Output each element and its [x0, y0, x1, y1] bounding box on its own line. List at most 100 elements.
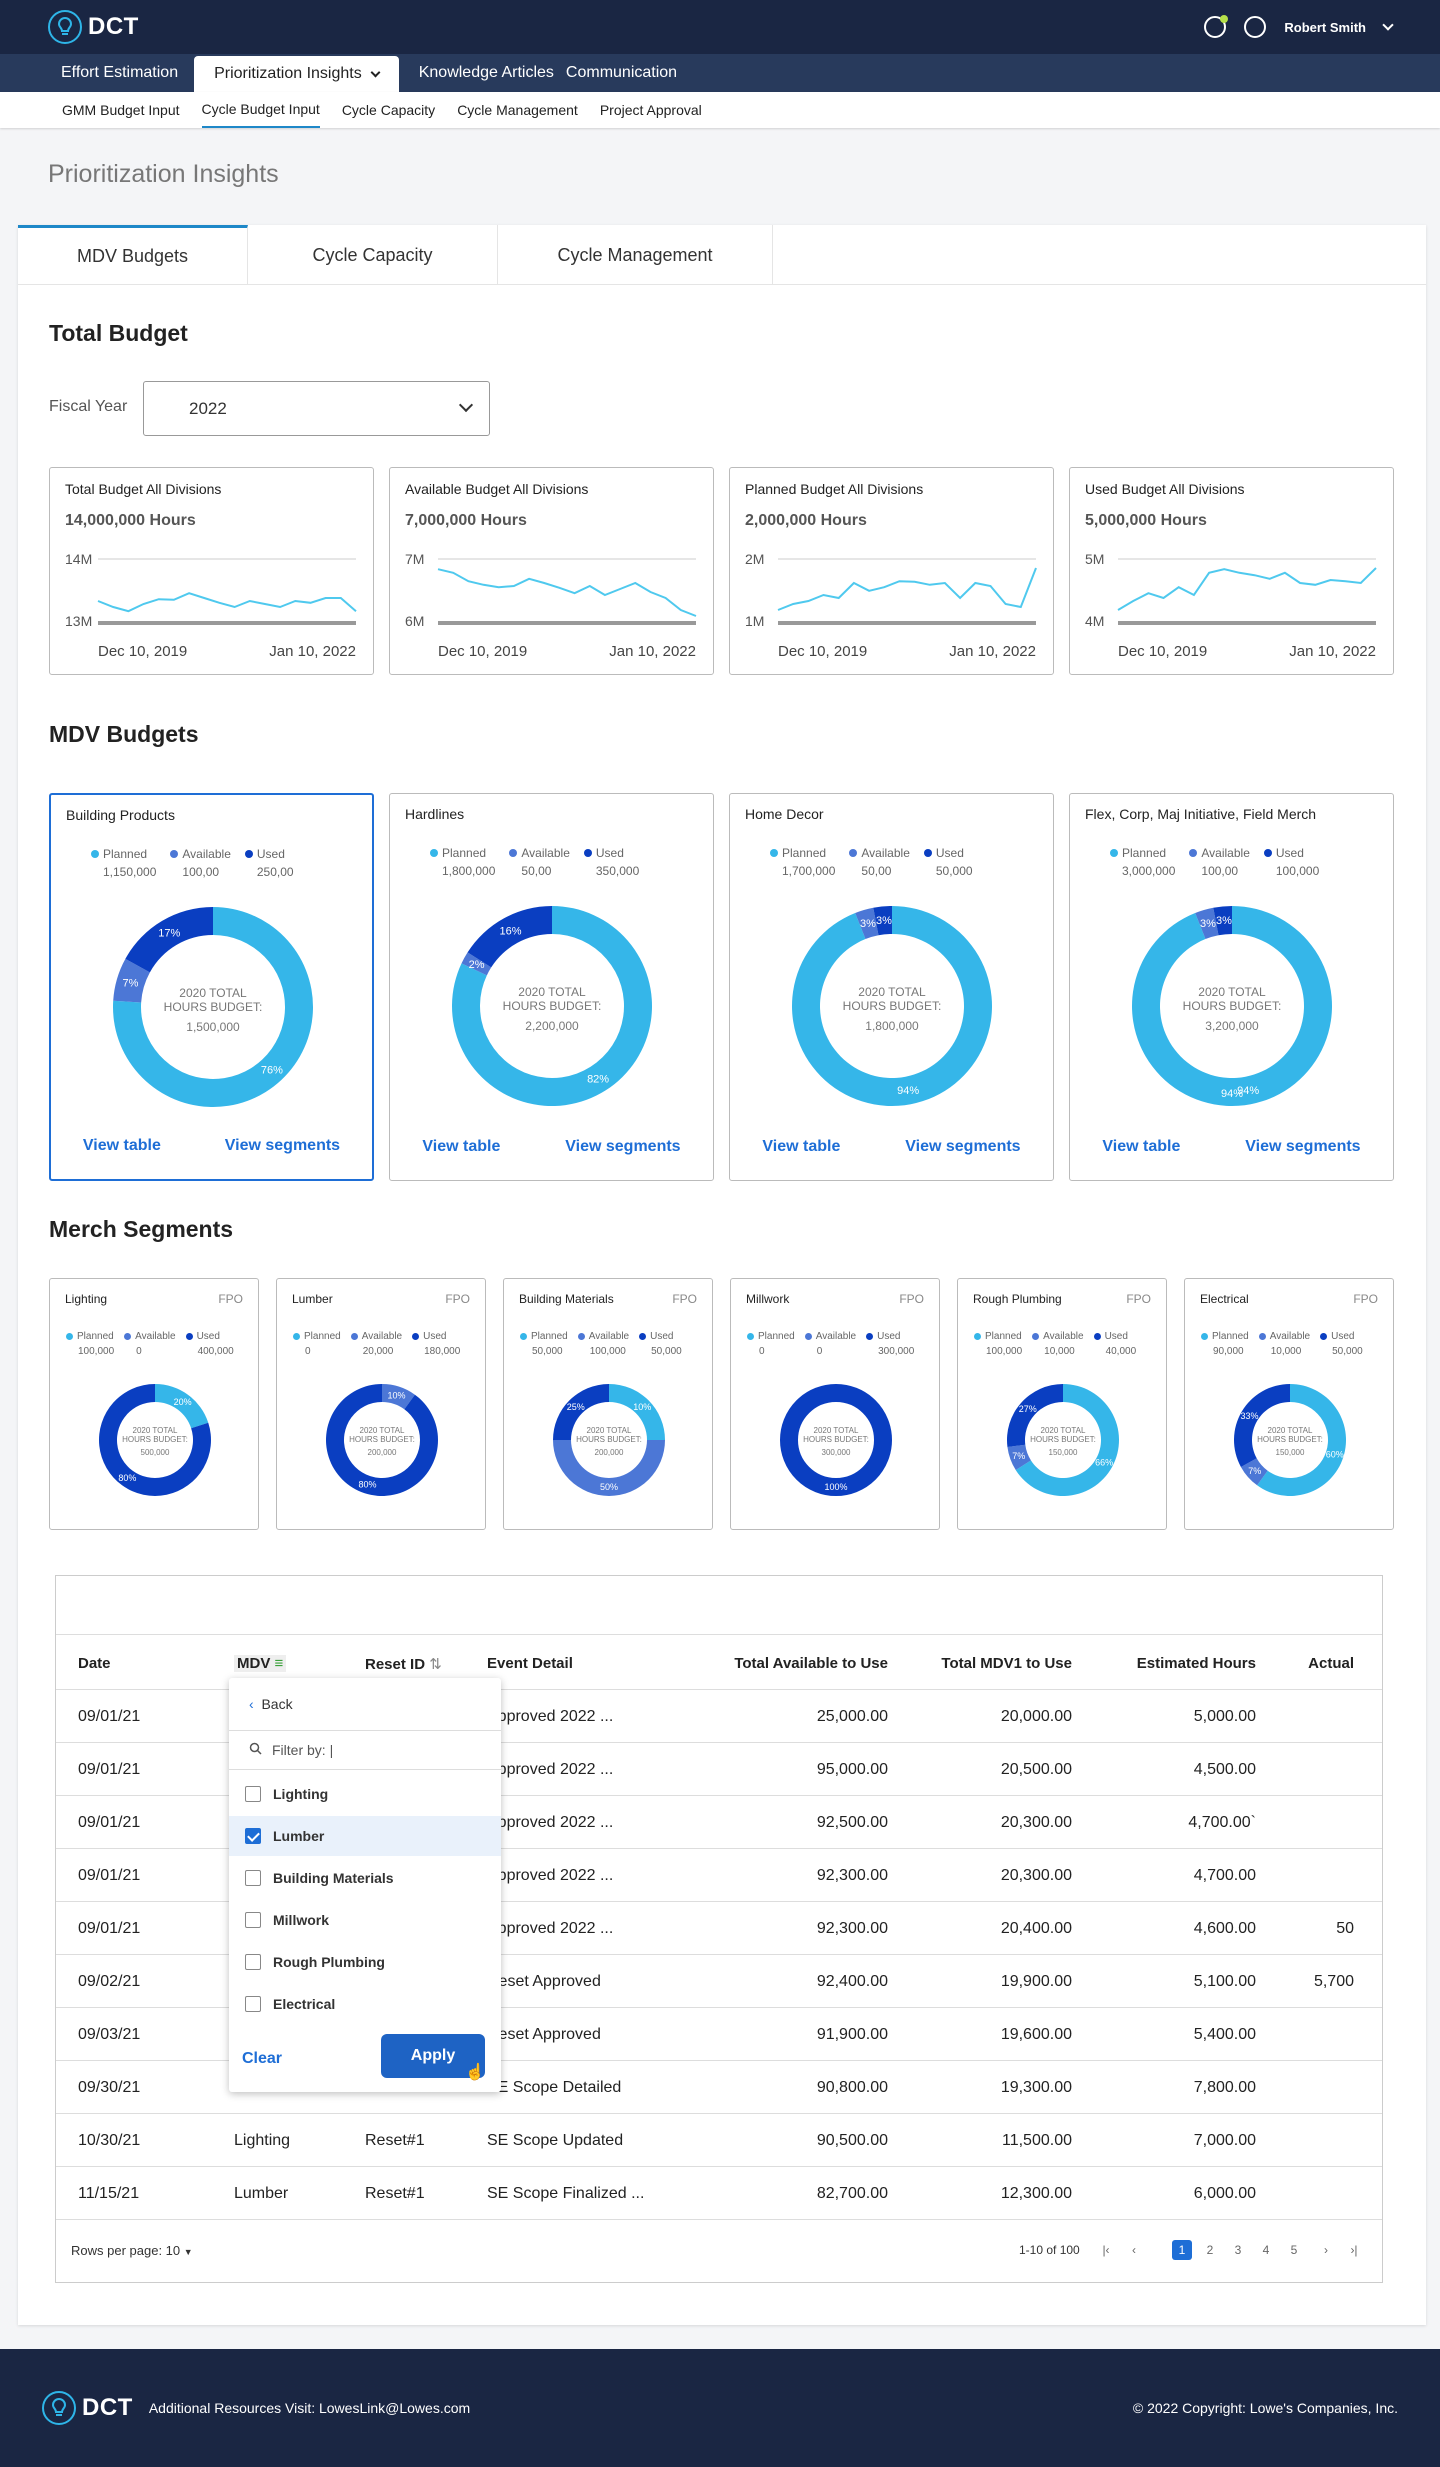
- col-estimated-hours[interactable]: Estimated Hours: [1136, 1655, 1256, 1672]
- page-number[interactable]: 5: [1290, 2243, 1298, 2257]
- view-table-link[interactable]: View table: [422, 1138, 501, 1155]
- col-total-mdv1[interactable]: Total MDV1 to Use: [941, 1655, 1072, 1672]
- last-page-icon[interactable]: ›|: [1350, 2243, 1358, 2257]
- page-number[interactable]: 3: [1234, 2243, 1242, 2257]
- mdv-card[interactable]: Building Products Planned 1,150,000 Availab…: [49, 793, 374, 1181]
- next-page-icon[interactable]: ›: [1324, 2243, 1328, 2257]
- budget-card[interactable]: Total Budget All Divisions 14,000,000 Hou…: [49, 467, 374, 675]
- budget-card[interactable]: Used Budget All Divisions 5,000,000 Hours…: [1069, 467, 1394, 675]
- checkbox[interactable]: [245, 1912, 261, 1928]
- segment-card[interactable]: Electrical FPO Planned 90,000 Available 10,00…: [1184, 1278, 1394, 1530]
- legend-swatch: [583, 849, 592, 857]
- nav-knowledge-articles[interactable]: Knowledge Articles: [418, 64, 554, 81]
- budget-card[interactable]: Planned Budget All Divisions 2,000,000 Ho…: [729, 467, 1054, 675]
- app-logo[interactable]: DCT: [48, 10, 139, 44]
- cell-date: 09/03/21: [78, 2026, 141, 2043]
- budget-card[interactable]: Available Budget All Divisions 7,000,000 …: [389, 467, 714, 675]
- cell-actual: 5,700: [1313, 1973, 1354, 1990]
- table-row[interactable]: 09/01/21 Approved 2022 ... 92,300.00 20,400…: [56, 1902, 1382, 1955]
- col-event-detail[interactable]: Event Detail: [487, 1655, 573, 1672]
- col-actual[interactable]: Actual: [1308, 1655, 1354, 1672]
- filter-option[interactable]: Electrical: [229, 1984, 501, 2024]
- page-number[interactable]: 2: [1206, 2243, 1214, 2257]
- prev-page-icon[interactable]: ‹: [1132, 2243, 1136, 2257]
- checkbox[interactable]: [245, 1786, 261, 1802]
- mdv-card[interactable]: Flex, Corp, Maj Initiative, Field Merch P…: [1069, 793, 1394, 1181]
- nav-effort-estimation[interactable]: Effort Estimation: [61, 64, 179, 81]
- filter-option[interactable]: Millwork: [229, 1900, 501, 1940]
- view-segments-link[interactable]: View segments: [1245, 1138, 1361, 1155]
- segment-card[interactable]: Lumber FPO Planned 0 Available 20,000 Used 180,…: [276, 1278, 486, 1530]
- tab-cycle-capacity[interactable]: Cycle Capacity: [248, 225, 498, 285]
- nav-prioritization-insights[interactable]: Prioritization Insights: [194, 56, 399, 92]
- table-row[interactable]: 10/30/21 Lighting Reset#1 SE Scope Updated 9…: [56, 2114, 1382, 2167]
- rows-per-page[interactable]: Rows per page: 10 ▼: [71, 2243, 193, 2258]
- cell-reset-id: Reset#1: [365, 2132, 425, 2149]
- filter-option[interactable]: Lumber: [229, 1816, 501, 1856]
- view-table-link[interactable]: View table: [1102, 1138, 1181, 1155]
- segment-card[interactable]: Millwork FPO Planned 0 Available 0 Used 300,000…: [730, 1278, 940, 1530]
- footer-logo[interactable]: DCT: [42, 2391, 133, 2425]
- footer-resources[interactable]: Additional Resources Visit: LowesLink@Lo…: [148, 2400, 471, 2416]
- apply-button[interactable]: Apply: [381, 2034, 485, 2078]
- table-row[interactable]: 09/01/21 Approved 2022 ... 92,300.00 20,300…: [56, 1849, 1382, 1902]
- first-page-icon[interactable]: |‹: [1102, 2243, 1110, 2257]
- segment-card[interactable]: Building Materials FPO Planned 50,000 Availa…: [503, 1278, 713, 1530]
- subnav-cycle-budget-input[interactable]: Cycle Budget Input: [201, 92, 320, 128]
- page-number[interactable]: 4: [1262, 2243, 1270, 2257]
- subnav-project-approval[interactable]: Project Approval: [599, 102, 702, 118]
- user-avatar-icon[interactable]: [1244, 16, 1267, 38]
- checkbox[interactable]: [245, 1996, 261, 2012]
- user-menu-chevron-icon[interactable]: [1382, 19, 1394, 31]
- filter-option[interactable]: Rough Plumbing: [229, 1942, 501, 1982]
- segment-card[interactable]: Rough Plumbing FPO Planned 100,000 Available…: [957, 1278, 1167, 1530]
- table-row[interactable]: 09/01/21 Approved 2022 ... 92,500.00 20,300…: [56, 1796, 1382, 1849]
- legend-value: 100,000: [78, 1346, 115, 1357]
- user-name[interactable]: Robert Smith: [1284, 19, 1366, 35]
- mdv-card[interactable]: Home Decor Planned 1,700,000 Available 50,00…: [729, 793, 1054, 1181]
- view-segments-link[interactable]: View segments: [905, 1138, 1021, 1155]
- legend-item: Planned 0: [293, 1331, 341, 1357]
- back-button[interactable]: ‹ Back: [249, 1696, 293, 1712]
- table-row[interactable]: 09/01/21 Approved 2022 ... 95,000.00 20,500…: [56, 1743, 1382, 1796]
- filter-option[interactable]: Building Materials: [229, 1858, 501, 1898]
- page-number[interactable]: 1: [1172, 2240, 1192, 2260]
- subnav-cycle-management[interactable]: Cycle Management: [457, 102, 578, 118]
- table-row[interactable]: 09/02/21 Reset Approved 92,400.00 19,900.00…: [56, 1955, 1382, 2008]
- tab-mdv-budgets[interactable]: MDV Budgets: [18, 225, 248, 285]
- nav-communication[interactable]: Communication: [565, 64, 678, 81]
- filter-search-input[interactable]: Filter by: |: [229, 1730, 501, 1770]
- mdv-card[interactable]: Hardlines Planned 1,800,000 Available 50,00 U…: [389, 793, 714, 1181]
- checkbox[interactable]: [245, 1870, 261, 1886]
- col-mdv-label: MDV: [237, 1655, 271, 1672]
- notification-bell-icon[interactable]: [1204, 15, 1229, 38]
- table-row[interactable]: 09/01/21 Approved 2022 ... 25,000.00 20,000…: [56, 1690, 1382, 1743]
- col-reset-id[interactable]: Reset ID ⇅: [365, 1655, 442, 1673]
- tab-cycle-management[interactable]: Cycle Management: [498, 225, 773, 285]
- hand-cursor-icon: ☝: [465, 2064, 485, 2081]
- col-total-available[interactable]: Total Available to Use: [734, 1655, 888, 1672]
- table-row[interactable]: 11/15/21 Lumber Reset#1 SE Scope Finalized …: [56, 2167, 1382, 2220]
- fiscal-year-select[interactable]: 2022: [143, 381, 490, 436]
- view-table-link[interactable]: View table: [762, 1138, 841, 1155]
- col-mdv[interactable]: MDV ≡: [234, 1655, 287, 1672]
- table-row[interactable]: 09/03/21 Reset Approved 91,900.00 19,600.00…: [56, 2008, 1382, 2061]
- legend-label: Used: [256, 847, 285, 861]
- subnav-cycle-capacity[interactable]: Cycle Capacity: [341, 102, 436, 118]
- filter-icon[interactable]: ≡: [274, 1655, 284, 1672]
- view-segments-link[interactable]: View segments: [224, 1137, 341, 1154]
- filter-option[interactable]: Lighting: [229, 1774, 501, 1814]
- sort-icon[interactable]: ⇅: [429, 1656, 442, 1673]
- col-date[interactable]: Date: [78, 1655, 111, 1672]
- view-segments-link[interactable]: View segments: [565, 1138, 681, 1155]
- view-table-link[interactable]: View table: [82, 1137, 161, 1154]
- cell-total-mdv1: 20,500.00: [1000, 1761, 1072, 1778]
- cell-date: 09/30/21: [78, 2079, 141, 2096]
- subnav-gmm-budget-input[interactable]: GMM Budget Input: [62, 102, 180, 118]
- clear-button[interactable]: Clear: [242, 2050, 283, 2067]
- segment-card[interactable]: Lighting FPO Planned 100,000 Available 0 Used 4…: [49, 1278, 259, 1530]
- col-reset-id-label: Reset ID: [365, 1656, 426, 1673]
- mdv-card-title: Flex, Corp, Maj Initiative, Field Merch: [1085, 806, 1317, 822]
- checkbox[interactable]: [245, 1828, 261, 1844]
- checkbox[interactable]: [245, 1954, 261, 1970]
